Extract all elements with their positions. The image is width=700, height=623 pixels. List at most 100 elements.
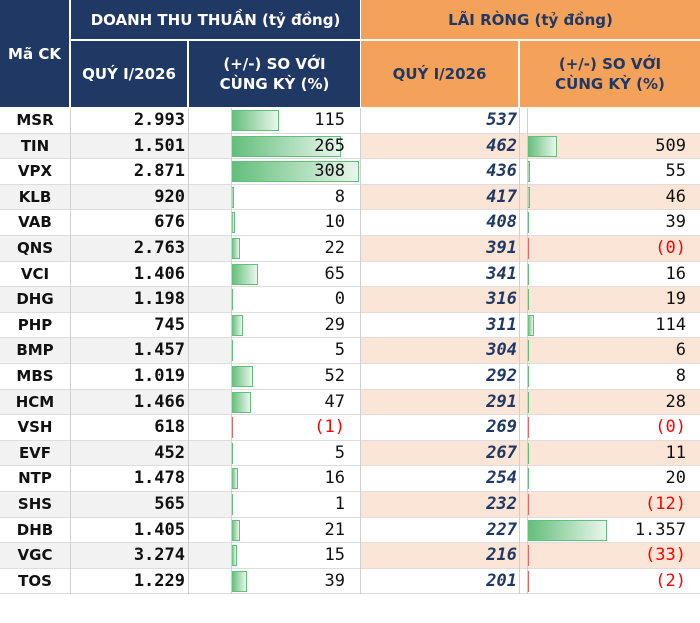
revenue-change-cell: 0 <box>231 287 359 313</box>
revenue-change-value: 1 <box>334 494 345 514</box>
net-profit-change-value: 1.357 <box>634 519 686 540</box>
table-row: VSH 618 (1) 269 (0) <box>0 415 700 441</box>
row-divider <box>0 286 700 288</box>
net-profit-cell: 408 <box>486 212 517 233</box>
row-divider <box>0 363 700 364</box>
revenue-change-value: 5 <box>334 340 345 361</box>
row-band-right <box>361 287 700 313</box>
revenue-change-value: 8 <box>334 186 345 207</box>
ticker-cell: SHS <box>17 495 53 513</box>
row-band-right <box>361 184 700 211</box>
revenue-change-value: 29 <box>324 314 345 335</box>
row-band-left <box>0 543 231 569</box>
net-profit-cell: 227 <box>486 519 517 540</box>
revenue-change-cell: 15 <box>231 543 359 569</box>
table-row: MBS 1.019 52 292 8 <box>0 364 700 390</box>
revenue-cell: 676 <box>154 212 185 233</box>
ticker-cell: VAB <box>18 213 52 232</box>
header-lai-rong-quy: QUÝ I/2026 <box>361 41 519 107</box>
table-row: HCM 1.466 47 291 28 <box>0 389 700 416</box>
revenue-change-bar <box>231 570 248 592</box>
net-profit-cell: 304 <box>486 340 517 361</box>
revenue-cell: 1.466 <box>133 391 185 412</box>
revenue-change-value: 22 <box>324 238 345 258</box>
column-divider <box>360 108 361 595</box>
row-band-right <box>361 338 700 364</box>
net-profit-change-bar <box>527 314 534 336</box>
table-row: MSR 2.993 115 537 <box>0 108 700 134</box>
header-lai-rong: LÃI RÒNG (tỷ đồng) <box>361 0 700 40</box>
net-profit-change-value: 6 <box>675 340 686 361</box>
ticker-cell: QNS <box>16 239 54 257</box>
row-band-left <box>0 389 231 416</box>
revenue-change-cell: 47 <box>231 390 359 416</box>
net-profit-change-cell: 8 <box>527 364 698 390</box>
revenue-cell: 2.871 <box>133 161 185 182</box>
revenue-cell: 1.229 <box>133 570 185 591</box>
net-profit-cell: 291 <box>486 391 517 412</box>
revenue-cell: 2.763 <box>133 238 185 258</box>
net-profit-cell: 462 <box>486 135 517 156</box>
row-divider <box>0 491 700 492</box>
revenue-cell: 1.478 <box>133 468 185 489</box>
net-profit-change-value: 11 <box>665 442 686 463</box>
revenue-change-cell: 308 <box>231 159 359 185</box>
net-profit-change-value: 46 <box>665 186 686 207</box>
row-divider <box>0 183 700 185</box>
row-divider <box>0 311 700 313</box>
revenue-cell: 1.405 <box>133 519 185 540</box>
net-profit-change-value: 39 <box>665 212 686 233</box>
net-profit-cell: 417 <box>486 186 517 207</box>
row-divider <box>0 414 700 416</box>
table-row: DHB 1.405 21 227 1.357 <box>0 518 700 544</box>
row-band-left <box>0 492 231 518</box>
row-band-right <box>361 440 700 467</box>
revenue-change-cell: 39 <box>231 569 359 595</box>
header-doanh-thu-quy: QUÝ I/2026 <box>71 41 188 107</box>
table-row: BMP 1.457 5 304 6 <box>0 338 700 364</box>
ticker-cell: VPX <box>17 162 53 181</box>
row-band-left <box>0 338 231 364</box>
net-profit-change-cell: 509 <box>527 134 698 160</box>
revenue-change-value: 65 <box>324 263 345 284</box>
revenue-change-bar <box>231 519 240 541</box>
revenue-change-value: 308 <box>314 161 345 182</box>
revenue-cell: 1.406 <box>133 263 185 284</box>
revenue-change-value: 0 <box>334 289 345 310</box>
table-row: VPX 2.871 308 436 55 <box>0 159 700 185</box>
revenue-change-bar <box>231 110 279 131</box>
net-profit-change-value: (12) <box>645 494 686 514</box>
header-doanh-thu: DOANH THU THUẦN (tỷ đồng) <box>71 0 360 40</box>
net-profit-change-cell: (0) <box>527 415 698 441</box>
net-profit-change-cell: 39 <box>527 210 698 236</box>
table-row: VAB 676 10 408 39 <box>0 210 700 236</box>
ticker-cell: KLB <box>18 187 52 206</box>
revenue-change-cell: 8 <box>231 185 359 211</box>
revenue-change-cell: 52 <box>231 364 359 390</box>
net-profit-change-bar <box>527 135 557 157</box>
header-doanh-thu-change: (+/-) SO VỚI CÙNG KỲ (%) <box>189 41 360 107</box>
net-profit-cell: 254 <box>486 468 517 489</box>
net-profit-change-cell: 16 <box>527 262 698 288</box>
revenue-change-cell: 5 <box>231 441 359 467</box>
revenue-change-value: 21 <box>324 519 345 540</box>
net-profit-change-cell: 11 <box>527 441 698 467</box>
row-divider <box>0 337 700 339</box>
column-divider <box>231 108 232 595</box>
table-row: DHG 1.198 0 316 19 <box>0 287 700 313</box>
net-profit-cell: 232 <box>486 494 517 514</box>
revenue-change-value: 10 <box>324 212 345 233</box>
net-profit-cell: 341 <box>486 263 517 284</box>
net-profit-change-cell: (33) <box>527 543 698 569</box>
net-profit-cell: 269 <box>486 417 517 438</box>
net-profit-change-cell: (2) <box>527 569 698 595</box>
row-band-left <box>0 133 231 160</box>
revenue-change-cell: 5 <box>231 338 359 364</box>
revenue-change-cell: 265 <box>231 134 359 160</box>
revenue-cell: 3.274 <box>133 545 185 566</box>
table-row: TIN 1.501 265 462 509 <box>0 133 700 160</box>
net-profit-change-bar <box>527 519 607 541</box>
row-band-left <box>0 287 231 313</box>
column-divider <box>188 108 189 595</box>
net-profit-change-cell: 114 <box>527 313 698 339</box>
